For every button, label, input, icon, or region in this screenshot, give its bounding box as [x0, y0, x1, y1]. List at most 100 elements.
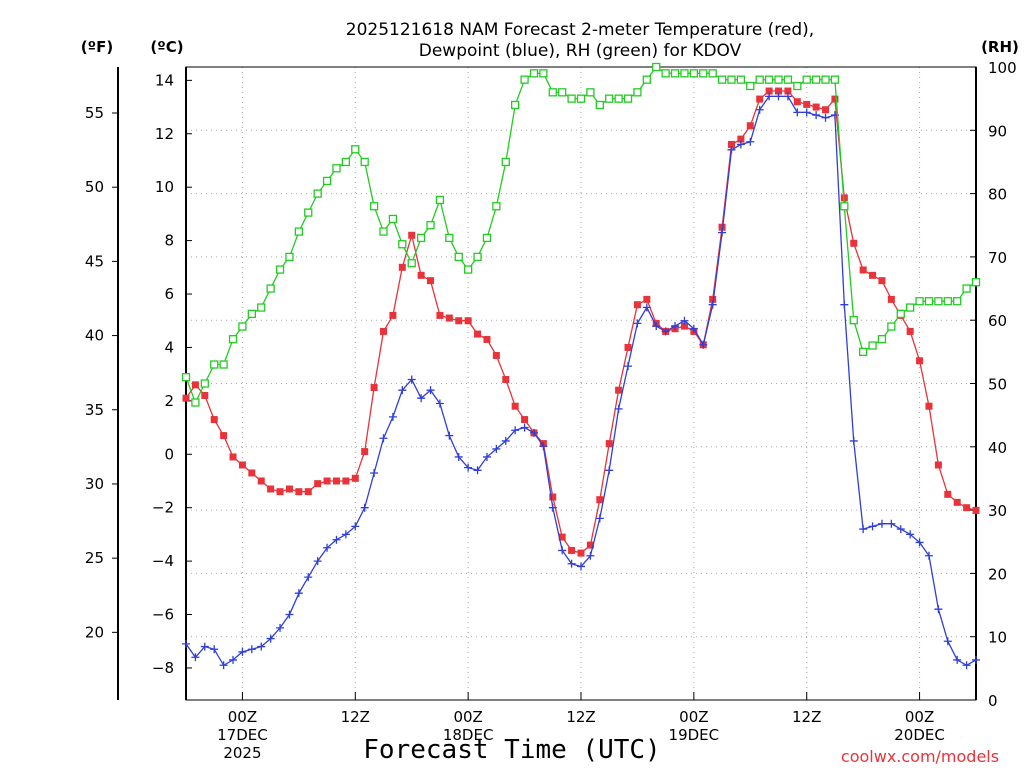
rh-point	[313, 189, 322, 198]
rh-point	[858, 347, 868, 357]
rh-point	[699, 69, 708, 78]
temperature-point	[916, 357, 924, 365]
temperature-point	[351, 474, 359, 482]
temperature-point	[624, 343, 632, 351]
dewpoint-point	[558, 546, 567, 555]
rh-point	[849, 316, 858, 325]
time-tick-label: 12Z	[566, 708, 595, 726]
dewpoint-point	[821, 113, 830, 122]
temperature-point	[257, 477, 265, 485]
time-tick-label: 20DEC	[894, 726, 945, 744]
temperature-point	[746, 122, 754, 130]
dewpoint-point	[896, 525, 905, 534]
time-tick-label: 12Z	[341, 708, 370, 726]
dewpoint-point	[482, 452, 491, 461]
rh-point	[454, 252, 463, 262]
temperature-point	[633, 301, 641, 309]
dewpoint-point	[341, 530, 350, 539]
temperature-point	[464, 317, 472, 325]
dewpoint-point	[417, 394, 426, 403]
rh-tick-label: 40	[988, 439, 1007, 457]
celsius-tick-label: 8	[164, 232, 174, 250]
rh-point	[736, 75, 746, 84]
rh-point	[275, 265, 285, 274]
dewpoint-point	[407, 375, 416, 384]
rh-point	[783, 75, 793, 84]
rh-point	[473, 252, 482, 262]
rh-point	[322, 176, 332, 186]
dewpoint-point	[257, 642, 266, 651]
dewpoint-point	[736, 140, 745, 149]
rh-axis-unit: (RH)	[981, 38, 1019, 56]
dewpoint-point	[774, 92, 783, 101]
dewpoint-point	[370, 468, 379, 477]
temperature-point	[436, 311, 444, 319]
temperature-point	[267, 485, 275, 493]
dewpoint-point	[877, 519, 886, 528]
celsius-tick-label: 2	[164, 392, 174, 410]
dewpoint-series	[182, 92, 980, 670]
dewpoint-point	[924, 551, 933, 560]
rh-point	[266, 284, 275, 293]
temperature-point	[869, 271, 877, 279]
dewpoint-point	[972, 655, 980, 664]
temperature-point	[643, 295, 651, 303]
fahrenheit-tick-label: 55	[85, 104, 104, 122]
temperature-point	[709, 295, 717, 303]
dewpoint-point	[915, 538, 924, 547]
rh-point	[558, 88, 567, 97]
dewpoint-point	[708, 300, 717, 309]
dewpoint-point	[642, 303, 651, 312]
temperature-point	[765, 87, 773, 95]
chart-title-line-1: 2025121618 NAM Forecast 2-meter Temperat…	[346, 20, 814, 40]
celsius-tick-label: −8	[152, 659, 174, 677]
temperature-point	[380, 327, 387, 335]
dewpoint-point	[887, 519, 896, 528]
rh-tick-label: 90	[988, 122, 1007, 140]
dewpoint-point	[943, 637, 952, 646]
dewpoint-point	[445, 431, 454, 440]
dewpoint-point	[934, 605, 943, 614]
temperature-point	[295, 488, 303, 496]
temperature-point	[953, 498, 961, 506]
rh-point	[943, 297, 952, 306]
dewpoint-point	[746, 137, 755, 146]
data-series	[182, 64, 981, 670]
rh-tick-label: 20	[988, 565, 1007, 583]
rh-tick-label: 50	[988, 376, 1007, 394]
dewpoint-point	[680, 316, 689, 325]
temperature-point	[906, 327, 914, 335]
dewpoint-line	[185, 95, 977, 667]
dewpoint-point	[595, 514, 604, 523]
temperature-point	[812, 103, 820, 111]
rh-point	[924, 297, 934, 306]
rh-point	[482, 233, 492, 243]
dewpoint-point	[859, 525, 868, 534]
axes	[112, 66, 977, 701]
time-tick-label: 00Z	[679, 708, 708, 726]
rh-point	[717, 75, 727, 84]
temperature-point	[201, 392, 209, 400]
dewpoint-point	[671, 322, 680, 331]
rh-point	[445, 233, 454, 243]
rh-point	[191, 398, 200, 407]
rh-point	[360, 157, 369, 167]
dewpoint-point	[548, 503, 557, 512]
rh-point	[351, 145, 360, 154]
dewpoint-point	[266, 634, 275, 643]
temperature-point	[389, 311, 397, 319]
rh-point	[247, 309, 256, 319]
dewpoint-point	[200, 642, 209, 651]
dewpoint-point	[793, 108, 802, 117]
temperature-point	[605, 440, 613, 448]
rh-point	[595, 100, 604, 110]
rh-point	[962, 284, 971, 293]
dewpoint-point	[454, 452, 463, 461]
rh-tick-label: 30	[988, 502, 1007, 520]
celsius-tick-label: −4	[152, 552, 174, 570]
temperature-point	[408, 231, 416, 239]
rh-point	[821, 75, 830, 84]
fahrenheit-tick-label: 45	[85, 252, 104, 270]
rh-tick-label: 60	[988, 312, 1007, 330]
rh-point	[633, 88, 642, 97]
